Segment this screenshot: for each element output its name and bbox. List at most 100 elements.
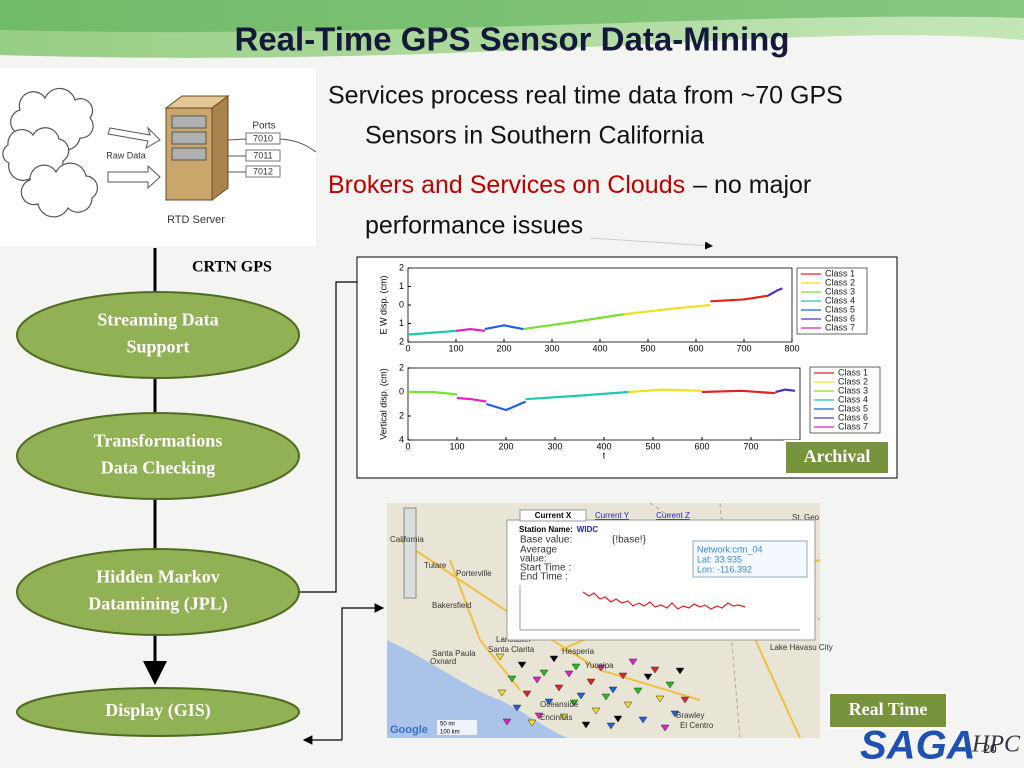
flow-node-label: Datamining (JPL)	[88, 594, 228, 615]
tab-label[interactable]: Current X	[535, 511, 572, 520]
server-side	[211, 95, 229, 201]
data-line	[710, 294, 769, 303]
map-marker	[512, 704, 522, 712]
flow-node-label: Transformations	[94, 431, 223, 451]
y-tick-label: 1	[399, 318, 404, 328]
port-box	[245, 132, 281, 145]
place-label: St. Geo	[792, 513, 820, 522]
logo-sub: HPC	[971, 732, 1021, 758]
x-tick-label: 700	[743, 441, 758, 451]
data-line	[775, 388, 796, 394]
x-tick-label: 300	[547, 441, 562, 451]
map-marker	[665, 681, 675, 689]
map-marker	[559, 713, 569, 721]
legend-label: Class 4	[838, 394, 868, 404]
popup-label: Station Name:	[519, 525, 573, 534]
flow-nodes: Streaming Data Support Transformations Data…	[16, 291, 300, 737]
popup-field: Base value:	[520, 535, 572, 546]
popup-field: End Time :	[520, 572, 568, 583]
info-text: Network:crtn_04	[697, 544, 763, 554]
popup-label: Station Name: WIDC	[519, 525, 598, 534]
data-line	[455, 327, 485, 332]
port-label: 7011	[253, 150, 272, 160]
x-tick-label: 0	[405, 441, 410, 451]
map-marker	[643, 673, 653, 681]
info-text: Lon: -116.392	[697, 564, 752, 574]
tab-label[interactable]: Current Y	[595, 511, 630, 520]
x-tick-label: 300	[544, 343, 559, 353]
arrow	[107, 126, 161, 150]
tab-label[interactable]: Current Z	[656, 511, 690, 520]
data-line	[407, 329, 457, 336]
legend-label: Class 2	[825, 277, 855, 287]
map-marker	[522, 690, 532, 698]
flow-node	[16, 687, 300, 737]
place-label: Yucaipa	[585, 661, 614, 670]
server-label: RTD Server	[167, 214, 225, 226]
flow-source: CRTN GPS	[192, 259, 272, 276]
legend-label: Class 6	[838, 412, 868, 422]
server-bay	[171, 131, 207, 145]
google-logo: Google	[390, 724, 428, 736]
server-bay	[171, 115, 207, 129]
map-marker	[606, 722, 616, 730]
slide-title: Real-Time GPS Sensor Data-Mining	[234, 21, 789, 58]
map-marker	[675, 667, 685, 675]
x-axis-label: t	[603, 450, 606, 460]
map-marker	[680, 696, 690, 704]
map-marker	[571, 663, 581, 671]
map-marker	[608, 686, 618, 694]
tab[interactable]	[519, 509, 587, 522]
port-label: 7010	[253, 133, 273, 143]
connector	[589, 237, 713, 250]
archival-label: Archival	[804, 446, 871, 466]
legend-label: Class 1	[825, 268, 855, 278]
legend-label: Class 7	[838, 421, 868, 431]
x-tick-label: 100	[448, 343, 463, 353]
map-marker	[539, 669, 549, 677]
ports-label: Ports	[252, 121, 275, 132]
data-line	[523, 313, 625, 331]
flow-node-label: Streaming Data	[97, 310, 218, 330]
place-label: Oxnard	[430, 657, 456, 666]
data-line	[484, 324, 524, 331]
map-marker	[591, 707, 601, 715]
x-tick-label: 600	[694, 441, 709, 451]
place-label: Lake Havasu City	[770, 643, 833, 652]
info-box	[692, 540, 808, 578]
ocean	[387, 640, 570, 738]
place-label: Porterville	[456, 569, 492, 578]
connector	[341, 603, 385, 740]
raw-data-label: Raw Data	[106, 150, 146, 160]
flow-node-label: Support	[126, 337, 189, 357]
map-marker	[618, 672, 628, 680]
place-label: El Centro	[680, 721, 714, 730]
logo: SAGA	[860, 724, 976, 768]
x-tick-label: 200	[496, 343, 511, 353]
x-tick-label: 0	[405, 343, 410, 353]
bullet-text: performance issues	[365, 212, 583, 240]
y-tick-label: 0	[399, 386, 404, 396]
map-marker	[670, 710, 680, 718]
map-marker	[564, 670, 574, 678]
x-tick-label: 500	[640, 343, 655, 353]
y-tick-label: 4	[399, 434, 404, 444]
legend-label: Class 3	[838, 385, 868, 395]
x-tick-label: 400	[596, 441, 611, 451]
map-marker	[623, 701, 633, 709]
place-label: Santa Clarita	[488, 645, 535, 654]
map-marker	[569, 699, 579, 707]
map-marker	[596, 664, 606, 672]
legend-label: Class 5	[825, 304, 855, 314]
legend-label: Class 4	[825, 295, 855, 305]
bullets: Services process real time data from ~70…	[328, 82, 843, 240]
map-marker	[601, 693, 611, 701]
data-line	[486, 400, 527, 412]
flow-node-label: Display (GIS)	[105, 700, 211, 721]
data-line	[701, 389, 776, 395]
popup-field: value:	[520, 554, 547, 565]
server-bay	[171, 147, 207, 161]
data-line	[623, 303, 711, 316]
place-label: Santa Paula	[432, 649, 476, 658]
